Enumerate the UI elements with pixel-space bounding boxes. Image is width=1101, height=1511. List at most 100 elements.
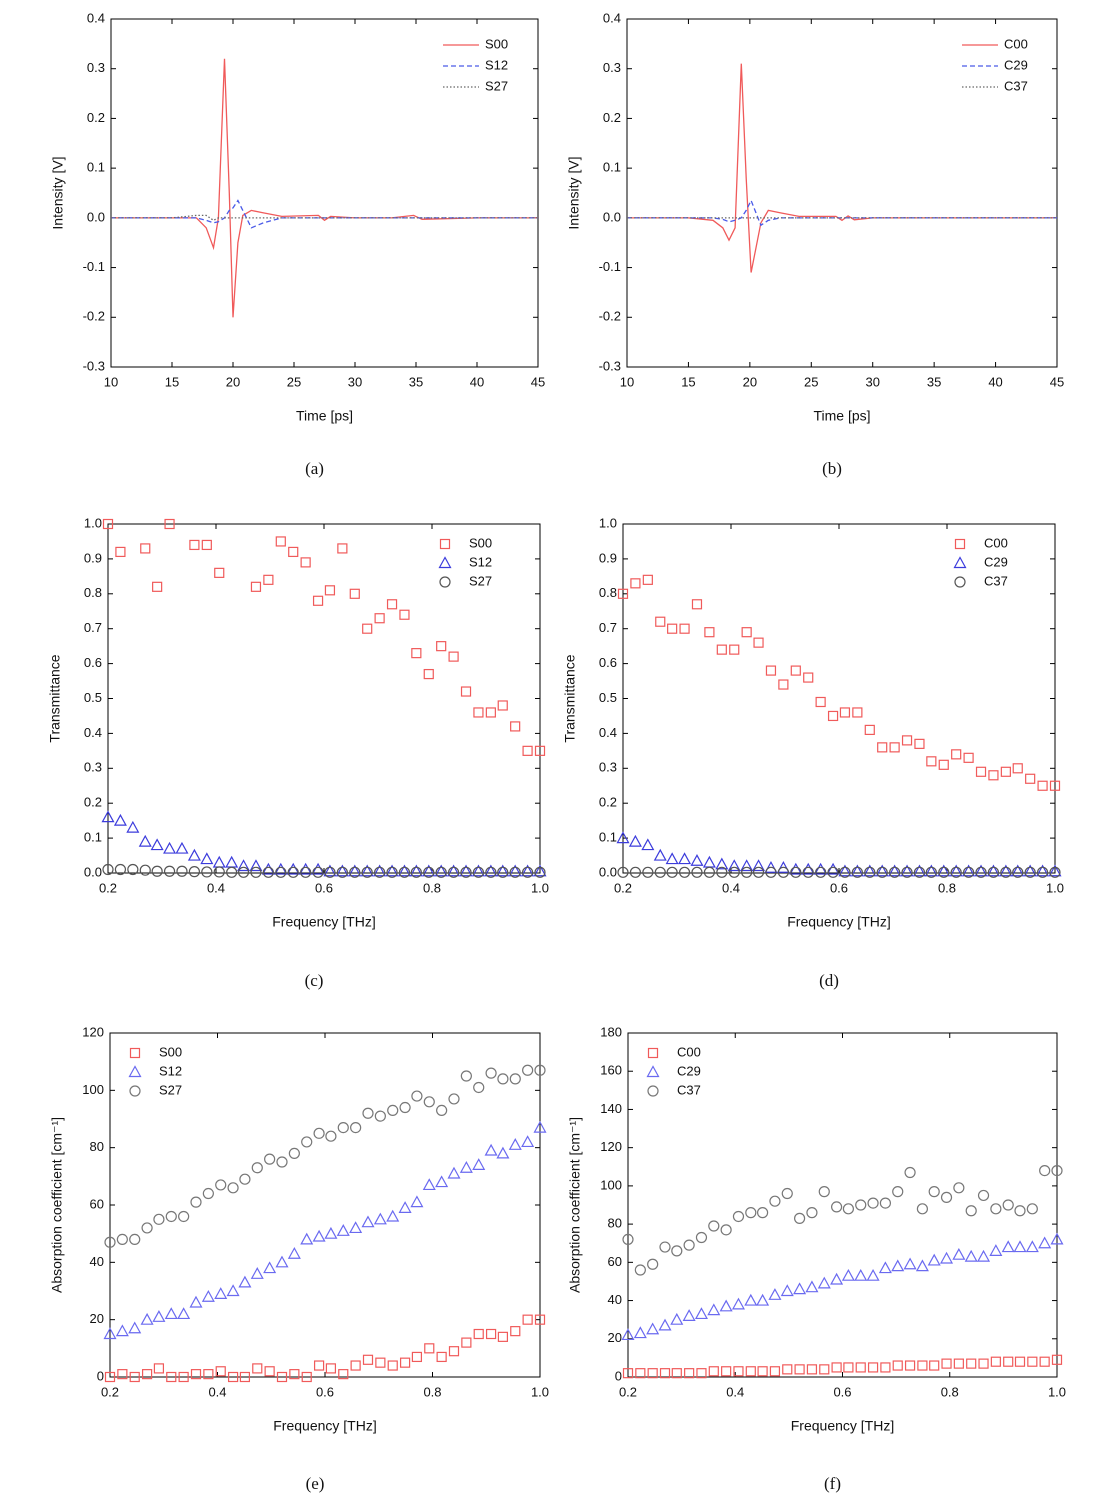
point	[250, 1267, 264, 1279]
point	[141, 1222, 153, 1234]
legend-label: S12	[469, 554, 492, 569]
point	[806, 1364, 818, 1375]
legend-label: S00	[159, 1044, 182, 1059]
point	[300, 557, 311, 568]
point	[300, 1232, 314, 1245]
point	[102, 518, 114, 530]
point	[913, 866, 926, 878]
point	[324, 585, 336, 596]
y-tick-label: 0.3	[87, 60, 105, 75]
point	[721, 1366, 732, 1377]
point	[152, 1310, 166, 1322]
plot-frame	[109, 1032, 541, 1378]
point	[447, 864, 461, 877]
point	[289, 1369, 300, 1380]
point	[964, 1249, 978, 1262]
point	[250, 866, 262, 878]
point	[472, 866, 485, 878]
point	[448, 866, 460, 878]
point	[801, 862, 815, 875]
x-tick-label: 0.8	[423, 880, 441, 895]
point	[288, 1147, 300, 1160]
point	[313, 1127, 325, 1139]
x-tick-label: 35	[927, 374, 941, 389]
point	[263, 1261, 277, 1274]
point	[325, 1363, 337, 1374]
point	[745, 1207, 757, 1219]
point	[977, 1249, 991, 1262]
point	[237, 866, 250, 878]
point	[225, 855, 239, 868]
point	[434, 864, 448, 877]
point	[190, 1369, 202, 1380]
point	[189, 1295, 203, 1308]
point	[802, 866, 814, 878]
point	[1011, 864, 1025, 877]
legend-label: C37	[1004, 78, 1028, 93]
point	[708, 1220, 720, 1232]
y-tick-label: 100	[600, 1177, 622, 1192]
point	[659, 1368, 671, 1379]
point	[715, 857, 729, 870]
legend-swatch	[129, 1085, 141, 1097]
point	[727, 859, 741, 872]
point	[707, 1303, 721, 1316]
point	[301, 1136, 313, 1148]
y-tick-label: 0.0	[599, 864, 617, 879]
point	[818, 1186, 830, 1198]
x-tick-label: 0.2	[99, 880, 117, 895]
point	[324, 1226, 338, 1239]
point	[387, 1360, 398, 1371]
point	[641, 838, 655, 851]
point	[819, 1364, 830, 1375]
point	[666, 866, 678, 878]
point	[114, 863, 127, 876]
point	[387, 1104, 399, 1117]
y-tick-label: -0.3	[83, 358, 105, 373]
point	[350, 1121, 362, 1134]
point	[901, 735, 913, 746]
y-tick-label: 0	[97, 1368, 104, 1383]
x-tick-label: 30	[865, 374, 879, 389]
point	[838, 864, 852, 877]
point	[177, 1307, 191, 1320]
legend-swatch	[954, 538, 966, 550]
point	[756, 1207, 769, 1219]
point	[373, 864, 387, 877]
y-tick-label: 0.5	[84, 690, 102, 705]
point	[534, 1314, 546, 1325]
point	[1014, 1205, 1026, 1217]
point	[965, 1205, 977, 1217]
point	[696, 1368, 707, 1379]
point	[794, 1364, 805, 1375]
point	[534, 1064, 546, 1076]
point	[337, 1121, 349, 1134]
point	[765, 866, 777, 878]
point	[768, 1288, 782, 1300]
y-tick-label: 0.1	[87, 160, 105, 175]
x-tick-label: 0.2	[614, 880, 632, 895]
point	[1014, 1356, 1026, 1367]
point	[522, 1314, 533, 1325]
y-tick-label: 0.9	[599, 550, 617, 565]
point	[777, 866, 789, 878]
x-tick-label: 0.6	[315, 880, 333, 895]
x-axis-label: Time [ps]	[813, 408, 870, 424]
point	[214, 567, 225, 578]
point	[1001, 1240, 1015, 1253]
point	[951, 749, 962, 760]
y-tick-label: 20	[90, 1311, 104, 1326]
legend-label: C29	[984, 554, 1008, 569]
point	[962, 864, 976, 877]
point	[201, 866, 213, 878]
point	[731, 1297, 745, 1310]
y-tick-label: 80	[90, 1139, 104, 1154]
x-tick-label: 1.0	[1046, 880, 1064, 895]
point	[917, 1360, 928, 1371]
point	[484, 864, 498, 877]
point	[778, 679, 789, 690]
y-axis-label: Absorption coefficient [cm⁻¹]	[567, 1117, 583, 1293]
point	[533, 864, 547, 877]
point	[940, 1191, 953, 1203]
